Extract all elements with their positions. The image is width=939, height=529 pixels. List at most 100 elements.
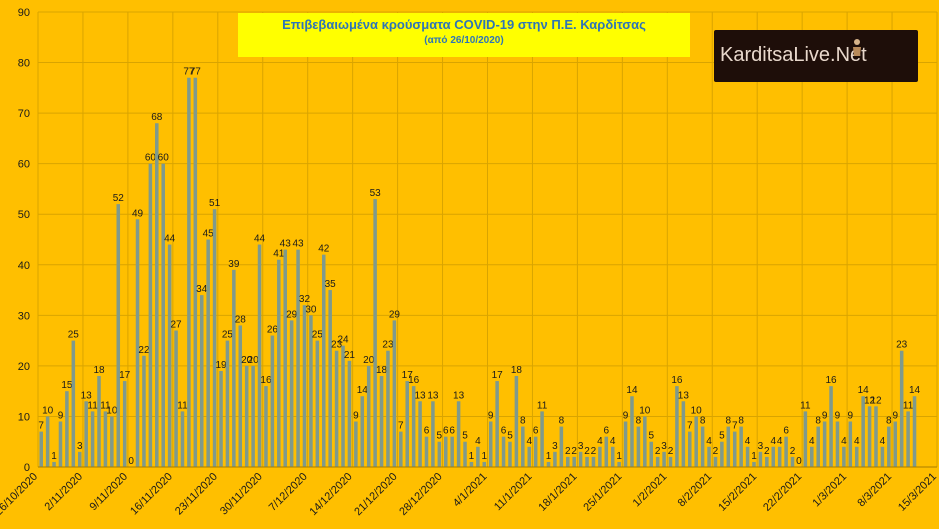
bar	[591, 456, 596, 467]
bar	[585, 456, 589, 467]
data-label: 22	[138, 345, 150, 356]
bar	[649, 441, 654, 467]
x-tick-label: 11/1/2021	[492, 471, 535, 514]
bar	[514, 376, 519, 467]
data-label: 15	[61, 380, 73, 391]
bar	[405, 381, 409, 467]
y-tick-label: 50	[18, 209, 30, 221]
data-label: 5	[648, 431, 654, 442]
bar	[713, 456, 718, 467]
bar	[899, 350, 904, 467]
bar	[842, 446, 846, 467]
data-label: 3	[758, 441, 764, 452]
bar	[354, 421, 358, 467]
data-label: 11	[903, 400, 914, 411]
bar	[167, 244, 172, 467]
data-label: 10	[42, 405, 54, 416]
data-label: 8	[559, 416, 565, 427]
data-label: 2	[790, 446, 796, 457]
data-label: 9	[848, 411, 854, 422]
data-label: 49	[132, 208, 144, 219]
data-label: 6	[783, 426, 789, 437]
x-tick-label: 25/1/2021	[581, 471, 624, 514]
x-tick-label: 8/2/2021	[676, 471, 715, 510]
bar	[77, 451, 82, 467]
bar	[244, 365, 249, 467]
data-label: 23	[382, 340, 394, 351]
bar	[745, 446, 750, 467]
bar	[546, 461, 551, 467]
data-label: 11	[177, 400, 188, 411]
bar	[694, 416, 698, 467]
y-tick-label: 0	[24, 462, 30, 474]
bar	[193, 77, 198, 467]
data-label: 8	[726, 416, 732, 427]
bar	[39, 431, 43, 467]
data-label: 6	[449, 426, 455, 437]
bar	[302, 305, 307, 467]
bar	[309, 315, 313, 467]
data-label: 4	[475, 436, 481, 447]
bar	[103, 411, 108, 467]
data-label: 9	[353, 411, 359, 422]
data-label: 2	[565, 446, 571, 457]
data-label: 42	[318, 244, 330, 255]
data-label: 8	[886, 416, 892, 427]
x-tick-label: 23/11/2020	[173, 471, 220, 518]
bar	[675, 386, 679, 467]
x-tick-label: 14/12/2020	[307, 471, 354, 518]
data-label: 23	[896, 340, 908, 351]
data-label: 17	[492, 370, 504, 381]
data-label: 2	[668, 446, 674, 457]
y-tick-label: 60	[18, 159, 30, 171]
bar	[501, 436, 506, 467]
bar	[315, 340, 320, 467]
data-label: 20	[241, 355, 253, 366]
bar	[431, 401, 435, 467]
bar	[270, 335, 275, 467]
bar	[521, 426, 525, 467]
y-tick-label: 10	[18, 411, 30, 423]
data-label: 2	[764, 446, 770, 457]
bar	[437, 441, 442, 467]
bar	[861, 396, 865, 467]
x-tick-label: 22/2/2021	[761, 471, 804, 514]
bar	[251, 365, 255, 467]
bar	[476, 446, 480, 467]
x-tick-label: 1/3/2021	[810, 471, 849, 510]
data-label: 14	[858, 385, 870, 396]
bar	[45, 416, 50, 467]
x-tick-label: 15/2/2021	[716, 471, 759, 514]
data-label: 16	[260, 375, 272, 386]
data-label: 9	[488, 411, 494, 422]
data-label: 5	[437, 431, 443, 442]
bar	[360, 396, 365, 467]
data-label: 77	[183, 67, 195, 78]
bar	[148, 163, 153, 467]
data-label: 2	[584, 446, 590, 457]
x-tick-label: 21/12/2020	[352, 471, 399, 518]
data-label: 29	[389, 309, 401, 320]
bar	[893, 421, 898, 467]
data-label: 10	[639, 405, 651, 416]
bar	[508, 441, 512, 467]
y-tick-label: 20	[18, 361, 30, 373]
bar	[636, 426, 641, 467]
bar	[816, 426, 820, 467]
data-label: 52	[113, 193, 125, 204]
data-label: 8	[636, 416, 642, 427]
x-tick-label: 18/1/2021	[536, 471, 579, 514]
data-label: 7	[687, 421, 693, 432]
bar	[758, 451, 763, 467]
bar	[790, 456, 795, 467]
bar	[90, 411, 95, 467]
data-label: 43	[280, 239, 292, 250]
data-label: 29	[286, 309, 298, 320]
data-label: 8	[815, 416, 821, 427]
data-label: 9	[58, 411, 64, 422]
data-label: 6	[501, 426, 507, 437]
bar	[219, 370, 223, 467]
data-label: 4	[777, 436, 783, 447]
data-label: 4	[706, 436, 712, 447]
data-label: 4	[841, 436, 847, 447]
